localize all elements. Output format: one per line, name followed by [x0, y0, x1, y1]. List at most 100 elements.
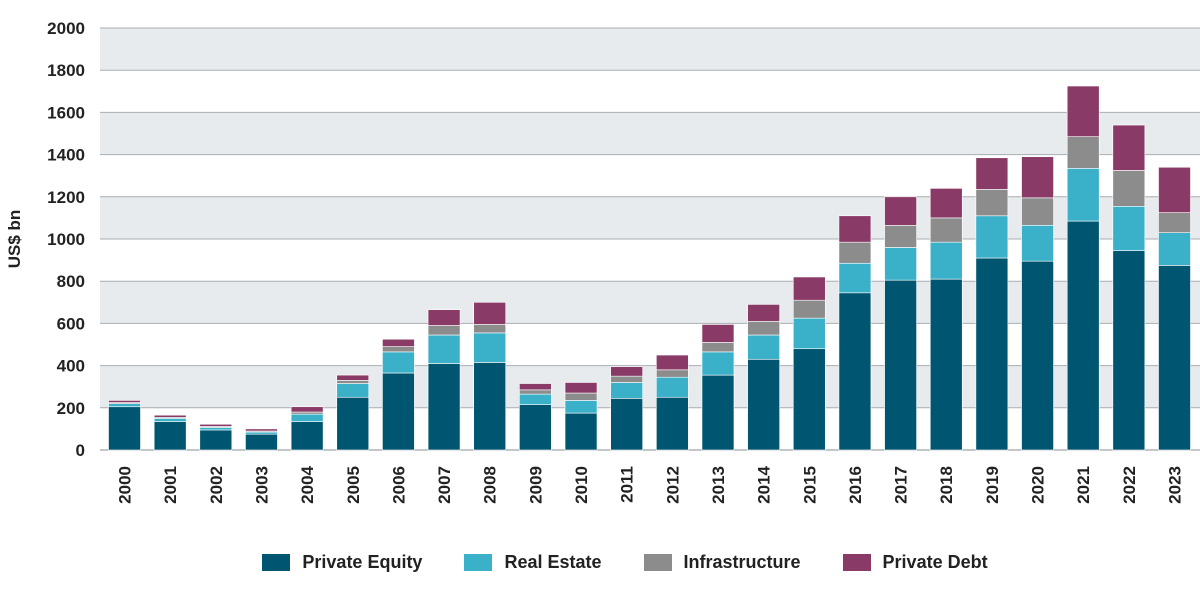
bar-segment-private-equity: [1112, 250, 1146, 451]
bar-segment-private-equity: [519, 404, 552, 451]
bar-segment-private-debt: [884, 196, 917, 226]
x-tick-label: 2021: [1074, 466, 1093, 504]
bar-segment-real-estate: [336, 383, 370, 398]
x-tick-label: 2002: [207, 466, 226, 504]
bar-segment-private-equity: [336, 396, 370, 451]
bar-segment-private-equity: [884, 279, 917, 451]
y-tick-label: 0: [76, 441, 85, 460]
x-tick-label: 2014: [755, 465, 774, 503]
bar-segment-real-estate: [245, 431, 278, 435]
y-tick-label: 600: [57, 314, 85, 333]
x-tick-label: 2008: [481, 466, 500, 504]
bar-segment-private-equity: [1158, 265, 1191, 451]
x-tick-label: 2000: [116, 466, 135, 504]
bar-segment-private-equity: [473, 362, 507, 451]
chart-plot: 0 200 400 600 800 1000 1200 1400 1600 1800 2000 20…: [5, 19, 1200, 504]
bar-segment-private-debt: [108, 400, 141, 403]
bar-segment-private-debt: [1112, 124, 1146, 171]
y-tick-label: 1200: [47, 188, 85, 207]
legend-swatch-private-debt: [842, 554, 871, 571]
bar-segment-private-equity: [427, 363, 461, 451]
bar-segment-real-estate: [108, 403, 141, 408]
bar-segment-private-equity: [153, 421, 187, 451]
bar-segment-private-debt: [929, 188, 963, 219]
legend-swatch-infrastructure: [643, 554, 672, 571]
bar-segment-private-equity: [290, 421, 324, 451]
bars: [108, 85, 1191, 451]
bar-segment-private-debt: [701, 324, 735, 343]
bar-segment-infrastructure: [427, 325, 461, 336]
bar-segment-private-equity: [108, 406, 141, 451]
y-axis-ticks: 0 200 400 600 800 1000 1200 1400 1600 1800 2000: [47, 19, 85, 460]
bar-segment-real-estate: [884, 247, 917, 281]
bar-segment-private-debt: [245, 428, 278, 432]
bar-segment-private-equity: [245, 433, 278, 451]
x-tick-label: 2012: [663, 466, 682, 504]
bar-segment-private-debt: [1066, 85, 1100, 137]
y-tick-label: 400: [57, 357, 85, 376]
y-tick-label: 1400: [47, 146, 85, 165]
bar-segment-private-debt: [747, 304, 780, 322]
x-tick-label: 2019: [983, 466, 1002, 504]
bar-segment-infrastructure: [975, 189, 1009, 217]
x-tick-label: 2022: [1120, 466, 1139, 504]
bar-segment-private-equity: [838, 292, 872, 451]
bar-segment-infrastructure: [792, 299, 826, 319]
y-tick-label: 1800: [47, 61, 85, 80]
bar-segment-private-equity: [199, 429, 233, 451]
bar-segment-private-equity: [929, 278, 963, 451]
bar-segment-private-debt: [975, 157, 1009, 190]
bar-segment-private-equity: [610, 398, 643, 451]
bar-segment-real-estate: [929, 241, 963, 280]
bar-segment-infrastructure: [929, 217, 963, 243]
bar-segment-private-debt: [656, 354, 689, 371]
bar-segment-private-debt: [519, 383, 552, 391]
bar-segment-real-estate: [382, 351, 415, 374]
x-tick-label: 2005: [344, 466, 363, 504]
y-tick-label: 800: [57, 272, 85, 291]
x-tick-label: 2004: [298, 465, 317, 503]
legend-item-infrastructure: Infrastructure: [643, 552, 801, 573]
bar-segment-private-debt: [564, 382, 598, 394]
legend-swatch-private-equity: [262, 554, 291, 571]
x-tick-label: 2007: [435, 466, 454, 504]
bar-segment-private-debt: [792, 276, 826, 301]
bar-segment-real-estate: [1066, 168, 1100, 222]
bar-segment-private-debt: [1021, 156, 1054, 199]
x-tick-label: 2010: [572, 466, 591, 504]
bar-segment-real-estate: [564, 400, 598, 414]
bar-segment-infrastructure: [564, 392, 598, 401]
x-axis-ticks: 2000 2001 2002 2003 2004 2005 2006 2007 2008 2009…: [116, 465, 1185, 503]
bar-segment-infrastructure: [1158, 212, 1191, 233]
bar-segment-real-estate: [1021, 224, 1054, 262]
bar-segment-real-estate: [610, 382, 643, 399]
x-tick-label: 2009: [526, 466, 545, 504]
x-tick-label: 2013: [709, 466, 728, 504]
y-tick-label: 2000: [47, 19, 85, 38]
bar-segment-private-debt: [473, 301, 507, 325]
x-tick-label: 2017: [892, 466, 911, 504]
bar-segment-private-debt: [290, 406, 324, 413]
bar-segment-private-equity: [792, 348, 826, 451]
x-tick-label: 2006: [389, 466, 408, 504]
bar-segment-private-equity: [656, 396, 689, 451]
y-tick-label: 200: [57, 399, 85, 418]
bar-segment-real-estate: [427, 334, 461, 364]
bar-segment-private-debt: [427, 309, 461, 326]
legend-item-real-estate: Real Estate: [464, 552, 602, 573]
x-tick-label: 2001: [161, 466, 180, 504]
bar-segment-infrastructure: [382, 346, 415, 353]
bar-segment-private-debt: [382, 338, 415, 347]
bar-segment-real-estate: [1158, 232, 1191, 266]
bar-segment-infrastructure: [610, 375, 643, 383]
bar-segment-private-debt: [838, 215, 872, 243]
x-tick-label: 2018: [937, 466, 956, 504]
legend-item-private-equity: Private Equity: [262, 552, 422, 573]
bar-segment-private-debt: [153, 414, 187, 418]
background-bands: [100, 28, 1200, 408]
bar-segment-infrastructure: [473, 324, 507, 334]
legend-swatch-real-estate: [464, 554, 493, 571]
bar-segment-real-estate: [792, 317, 826, 350]
legend: Private Equity Real Estate Infrastructur…: [0, 552, 1200, 573]
bar-segment-private-equity: [1021, 260, 1054, 451]
